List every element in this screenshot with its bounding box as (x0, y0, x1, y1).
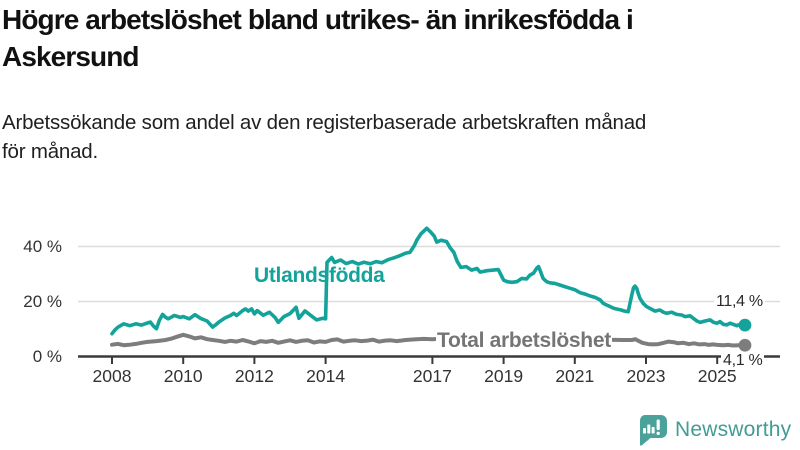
y-tick-label: 0 % (32, 346, 62, 366)
x-tick-label: 2025 (697, 366, 737, 386)
bar-chart-speech-bubble-icon (640, 415, 667, 446)
x-tick-label: 2014 (306, 366, 346, 386)
end-value-label-utlandsfodda: 11,4 % (714, 293, 765, 311)
newsworthy-logo[interactable]: Newsworthy (636, 414, 791, 446)
series-label-utlandsfodda: Utlandsfödda (254, 264, 385, 287)
x-tick-label: 2019 (484, 366, 524, 386)
x-tick-label: 2023 (626, 366, 666, 386)
y-tick-label: 40 % (23, 236, 62, 256)
end-value-label-total: 4,1 % (721, 352, 765, 370)
brand-name: Newsworthy (675, 418, 792, 441)
y-tick-label: 20 % (23, 291, 62, 311)
x-tick-label: 2012 (234, 366, 274, 386)
series-line-1 (110, 332, 747, 348)
x-tick-label: 2008 (92, 366, 132, 386)
x-tick-label: 2021 (555, 366, 595, 386)
x-tick-label: 2010 (163, 366, 203, 386)
x-tick-label: 2017 (412, 366, 452, 386)
series-end-dot-1 (738, 338, 752, 352)
chart-subtitle: Arbetssökande som andel av den registerb… (2, 111, 647, 163)
page-title: Högre arbetslöshet bland utrikes- än inr… (2, 4, 634, 72)
series-line-0 (110, 226, 747, 336)
series-end-dot-0 (738, 318, 752, 332)
series-label-total-arbetsloshet: Total arbetslöshet (436, 329, 612, 353)
